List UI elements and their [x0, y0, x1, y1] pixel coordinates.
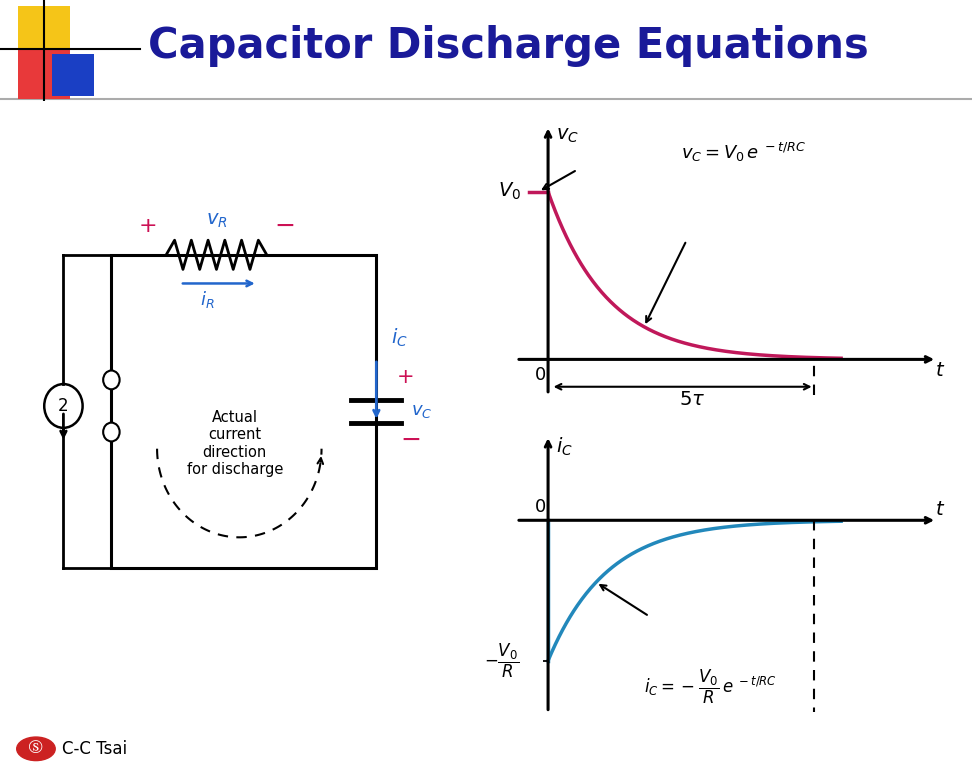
Text: $5\tau$: $5\tau$ [678, 391, 705, 409]
Text: $V_0$: $V_0$ [499, 181, 521, 202]
Text: Capacitor Discharge Equations: Capacitor Discharge Equations [148, 25, 869, 67]
Bar [18, 49, 70, 99]
Text: $\circledS$: $\circledS$ [28, 738, 44, 757]
Text: 2: 2 [58, 397, 69, 415]
Text: +: + [398, 367, 415, 387]
Circle shape [17, 737, 55, 761]
Text: $t$: $t$ [935, 361, 945, 380]
Bar [112, 254, 376, 568]
Text: $i_C$: $i_C$ [391, 327, 407, 349]
Bar [52, 54, 94, 96]
Text: −: − [274, 214, 295, 238]
Text: $v_C$: $v_C$ [556, 125, 579, 145]
Circle shape [103, 422, 120, 441]
Text: C-C Tsai: C-C Tsai [62, 740, 127, 758]
Text: $v_C = V_0\, e^{\;-t/RC}$: $v_C = V_0\, e^{\;-t/RC}$ [681, 141, 807, 163]
Text: $-\dfrac{V_0}{R}$: $-\dfrac{V_0}{R}$ [483, 642, 519, 680]
Text: $i_C = -\dfrac{V_0}{R}\, e^{\;-t/RC}$: $i_C = -\dfrac{V_0}{R}\, e^{\;-t/RC}$ [644, 668, 777, 706]
Text: $t$: $t$ [935, 499, 945, 519]
Circle shape [103, 370, 120, 389]
Text: −: − [400, 428, 421, 452]
Text: 0: 0 [535, 366, 545, 384]
Bar [18, 6, 70, 71]
Text: +: + [139, 216, 157, 237]
Text: 0: 0 [535, 499, 545, 517]
Text: $v_R$: $v_R$ [206, 212, 227, 230]
Text: $i_C$: $i_C$ [556, 436, 573, 457]
Text: $v_C$: $v_C$ [410, 402, 432, 420]
Text: $i_R$: $i_R$ [200, 289, 215, 310]
Text: Actual
current
direction
for discharge: Actual current direction for discharge [187, 410, 283, 477]
